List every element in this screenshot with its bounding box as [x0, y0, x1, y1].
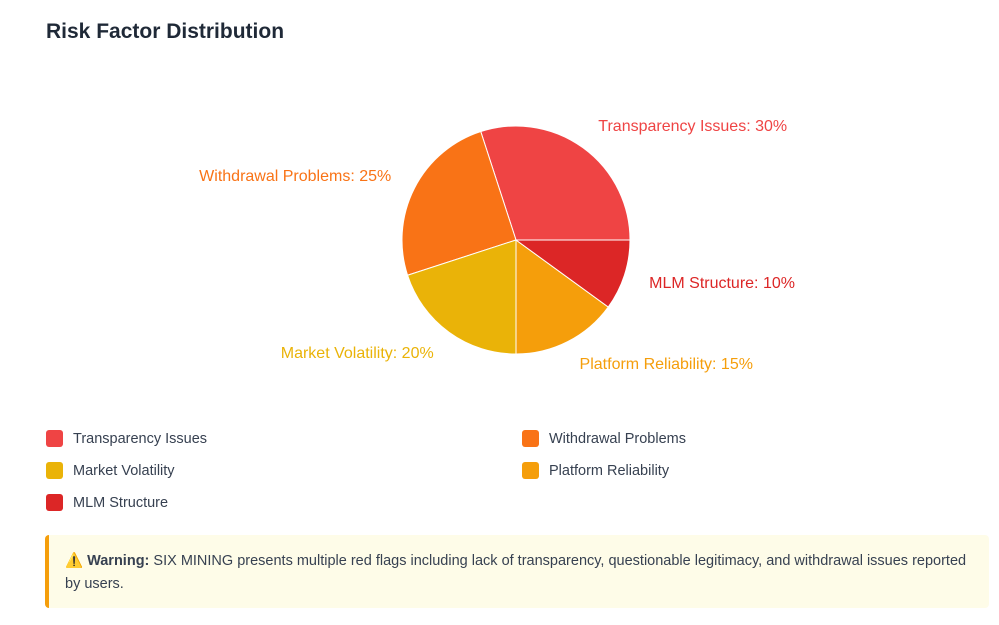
pie-slice-transparency-issues[interactable] — [480, 125, 631, 241]
legend-swatch — [46, 430, 63, 447]
pie-slice-withdrawal-problems[interactable] — [401, 130, 517, 276]
pie-slice-mlm-structure[interactable] — [514, 239, 631, 308]
pie-slice-platform-reliability[interactable] — [515, 239, 609, 355]
legend-swatch — [46, 494, 63, 511]
chart-title: Risk Factor Distribution — [46, 20, 285, 43]
legend-label: MLM Structure — [73, 494, 169, 511]
slice-label: Withdrawal Problems: 25% — [199, 168, 391, 185]
legend-swatch — [46, 462, 63, 479]
warning-triangle-icon: ⚠️ — [65, 553, 84, 569]
warning-box: ⚠️ Warning: SIX MINING presents multiple… — [45, 535, 989, 608]
legend-item[interactable]: Market Volatility — [46, 462, 175, 479]
legend-label: Transparency Issues — [73, 430, 208, 447]
pie-slice-market-volatility[interactable] — [406, 239, 517, 355]
slice-label: Market Volatility: 20% — [281, 345, 434, 362]
warning-label: Warning: — [87, 553, 150, 569]
slice-label: Platform Reliability: 15% — [580, 356, 753, 373]
legend-swatch — [522, 462, 539, 479]
legend-label: Withdrawal Problems — [549, 430, 686, 447]
legend-label: Market Volatility — [73, 462, 175, 479]
legend-item[interactable]: Platform Reliability — [522, 462, 669, 479]
legend-label: Platform Reliability — [549, 462, 670, 479]
legend-swatch — [522, 430, 539, 447]
legend-item[interactable]: Withdrawal Problems — [522, 430, 686, 447]
warning-text: SIX MINING presents multiple red flags i… — [65, 553, 967, 592]
legend-item[interactable]: Transparency Issues — [46, 430, 207, 447]
slice-label: Transparency Issues: 30% — [598, 118, 787, 135]
legend-item[interactable]: MLM Structure — [46, 494, 168, 511]
slice-label: MLM Structure: 10% — [649, 275, 795, 292]
